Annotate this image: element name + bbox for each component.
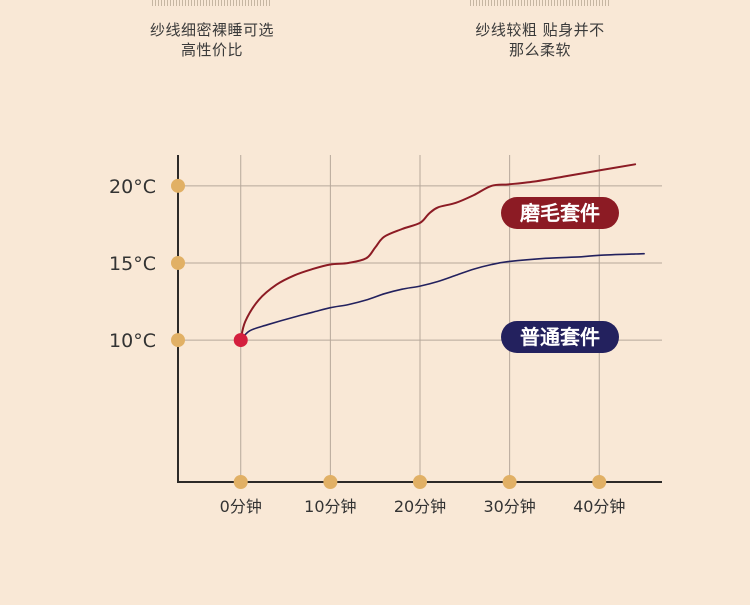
x-tick-label: 30分钟 (483, 497, 535, 516)
caption-right: 纱线较粗 贴身并不 那么柔软 (430, 20, 650, 60)
legend-pill-1 (501, 321, 619, 353)
caption-left-line-1: 纱线细密裸睡可选 (149, 21, 274, 39)
x-tick-dot (413, 475, 427, 489)
y-tick-label: 20°C (109, 176, 156, 198)
y-tick-dot (171, 333, 185, 348)
x-tick-dot (502, 475, 517, 489)
y-tick-label: 10°C (109, 330, 156, 352)
y-tick-dot (171, 255, 185, 270)
legend-label-1: 普通套件 (520, 325, 600, 349)
y-tick-dot (171, 178, 185, 193)
x-tick-dot (233, 475, 248, 489)
fabric-texture-left (152, 0, 272, 6)
x-tick-label: 10分钟 (304, 497, 356, 516)
caption-right-line-2: 那么柔软 (508, 41, 571, 59)
x-tick-label: 40分钟 (573, 497, 625, 516)
legend-pill-0 (501, 197, 619, 229)
x-tick-label: 0分钟 (220, 497, 262, 516)
x-tick-dot (323, 475, 338, 489)
caption-left: 纱线细密裸睡可选 高性价比 (102, 20, 322, 60)
legend-label-0: 磨毛套件 (520, 201, 600, 225)
y-tick-label: 15°C (109, 253, 156, 275)
x-tick-label: 20分钟 (394, 497, 446, 516)
x-tick-dot (592, 475, 607, 489)
start-point-marker (233, 333, 248, 348)
series-line-0 (239, 163, 637, 342)
series-line-1 (239, 252, 645, 341)
caption-left-line-2: 高性价比 (180, 41, 243, 59)
fabric-texture-right (470, 0, 610, 6)
caption-right-line-1: 纱线较粗 贴身并不 (475, 21, 605, 39)
